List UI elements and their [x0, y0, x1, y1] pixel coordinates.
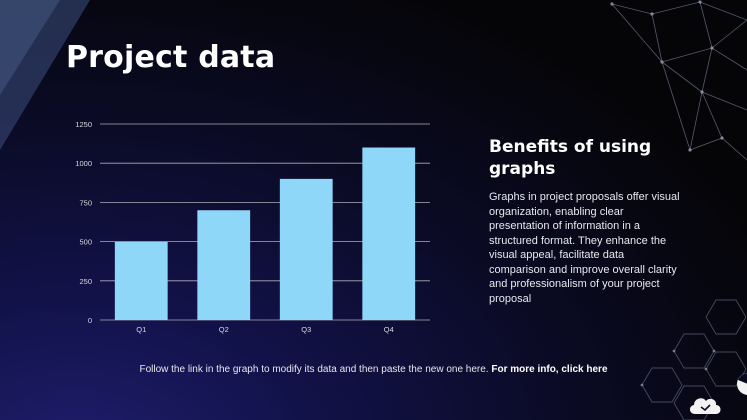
bar-q3	[280, 179, 333, 320]
y-tick-label: 1250	[75, 120, 92, 129]
y-tick-label: 0	[88, 316, 92, 325]
x-tick-label: Q2	[219, 325, 229, 334]
y-tick-label: 1000	[75, 159, 92, 168]
x-tick-label: Q4	[384, 325, 394, 334]
pie-icon	[737, 373, 747, 395]
y-tick-label: 500	[79, 238, 92, 247]
x-tick-label: Q1	[136, 325, 146, 334]
bar-chart[interactable]: 0 250 500 750 1000 1250 Q1 Q2 Q3 Q4	[60, 112, 440, 344]
bar-q2	[197, 210, 250, 320]
more-info-link[interactable]: For more info, click here	[491, 364, 607, 375]
x-tick-label: Q3	[301, 325, 311, 334]
side-body-text: Graphs in project proposals offer visual…	[489, 190, 681, 306]
bar-q4	[362, 148, 415, 320]
footer-text: Follow the link in the graph to modify i…	[139, 364, 488, 375]
bar-q1	[115, 242, 168, 320]
network-nodes	[610, 0, 723, 151]
y-tick-label: 750	[79, 198, 92, 207]
footer: Follow the link in the graph to modify i…	[0, 364, 747, 375]
cloud-icon	[687, 392, 723, 418]
side-heading: Benefits of using graphs	[489, 136, 679, 180]
y-tick-label: 250	[79, 277, 92, 286]
slide-title: Project data	[66, 40, 275, 75]
